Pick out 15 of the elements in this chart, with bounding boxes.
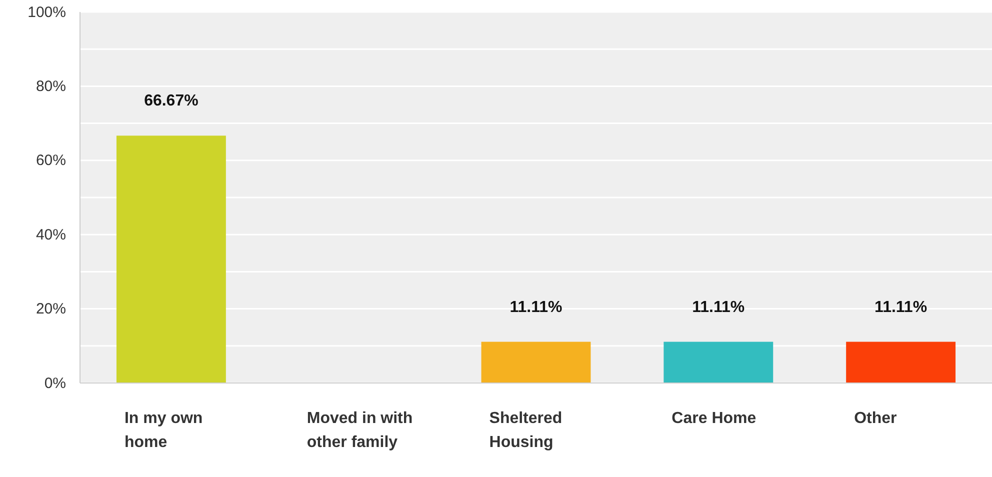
x-tick-label: Care Home <box>672 410 756 427</box>
x-tick-label: Other <box>854 410 897 427</box>
y-tick-label: 20% <box>36 300 66 318</box>
x-tick-label: In my own home <box>124 410 203 451</box>
x-tick-label: Sheltered Housing <box>489 410 562 451</box>
data-label: 11.11% <box>874 298 928 316</box>
y-tick-label: 100% <box>28 4 66 21</box>
y-tick-label: 60% <box>36 152 66 170</box>
data-label: 66.67% <box>144 92 198 110</box>
y-tick-label: 40% <box>36 226 66 244</box>
data-label: 11.11% <box>692 298 745 316</box>
x-tick-label: Moved in with other family <box>306 410 413 451</box>
y-tick-label: 80% <box>36 78 66 95</box>
data-label: 11.11% <box>510 298 562 316</box>
y-tick-label: 0% <box>44 374 66 392</box>
